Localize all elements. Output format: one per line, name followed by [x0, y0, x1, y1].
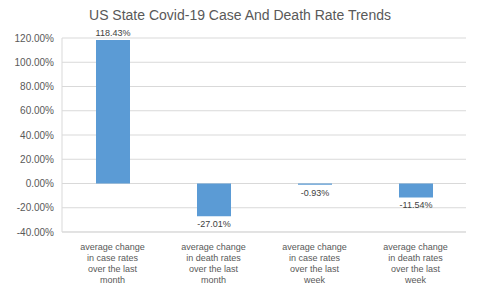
svg-text:-27.01%: -27.01%	[197, 219, 231, 229]
svg-text:average changein case ratesove: average changein case ratesover the last…	[80, 242, 145, 285]
svg-text:40.00%: 40.00%	[20, 130, 54, 141]
svg-text:60.00%: 60.00%	[20, 105, 54, 116]
html-text:US State Covid-19 Case And Dea: US State Covid-19 Case And Death Rate Tr…	[89, 7, 391, 23]
svg-text:0.00%: 0.00%	[26, 178, 54, 189]
svg-text:20.00%: 20.00%	[20, 154, 54, 165]
svg-text:-40.00%: -40.00%	[17, 227, 54, 238]
svg-text:-11.54%: -11.54%	[400, 200, 433, 210]
svg-text:100.00%: 100.00%	[15, 57, 55, 68]
svg-text:-0.93%: -0.93%	[301, 188, 330, 198]
svg-text:120.00%: 120.00%	[15, 33, 55, 44]
svg-text:80.00%: 80.00%	[20, 81, 54, 92]
svg-text:average changein death ratesov: average changein death ratesover the las…	[383, 242, 448, 285]
svg-text:-20.00%: -20.00%	[17, 202, 54, 213]
svg-text:average changein case ratesove: average changein case ratesover the last…	[282, 242, 347, 285]
svg-text:average changein death ratesov: average changein death ratesover the las…	[181, 242, 246, 285]
svg-text:118.43%: 118.43%	[96, 30, 131, 38]
